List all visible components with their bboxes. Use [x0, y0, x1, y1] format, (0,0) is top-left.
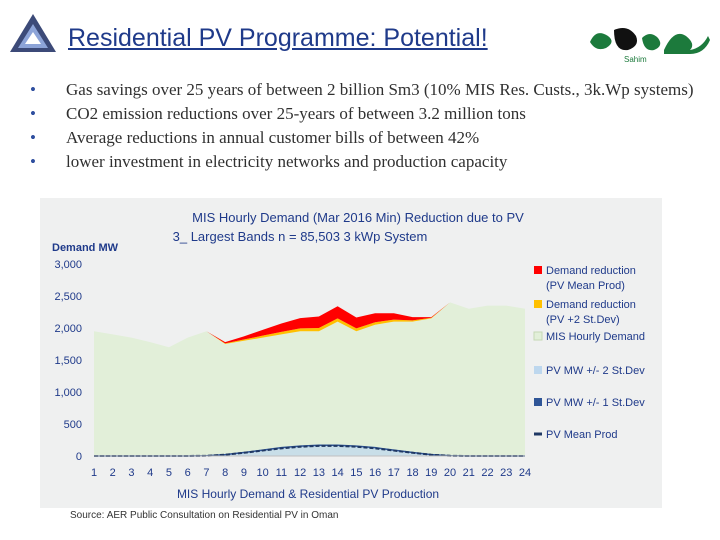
- bullet-text: Average reductions in annual customer bi…: [66, 128, 480, 147]
- legend-label-sub: (PV +2 St.Dev): [546, 314, 620, 326]
- legend-label: Demand reduction: [546, 299, 636, 311]
- demand-chart: MIS Hourly Demand (Mar 2016 Min) Reducti…: [52, 210, 645, 501]
- y-tick-label: 3,000: [54, 259, 82, 271]
- source-note: Source: AER Public Consultation on Resid…: [70, 510, 339, 521]
- bullet-item: • Average reductions in annual customer b…: [30, 126, 710, 150]
- bullet-text: CO2 emission reductions over 25-years of…: [66, 104, 526, 123]
- chart-title: MIS Hourly Demand (Mar 2016 Min) Reducti…: [192, 210, 524, 225]
- x-tick-label: 6: [185, 467, 191, 479]
- x-tick-label: 5: [166, 467, 172, 479]
- x-tick-label: 8: [222, 467, 228, 479]
- legend-swatch: [533, 331, 543, 341]
- bullet-text: lower investment in electricity networks…: [66, 152, 508, 171]
- x-tick-label: 22: [481, 467, 493, 479]
- x-tick-label: 12: [294, 467, 306, 479]
- chart-container: MIS Hourly Demand (Mar 2016 Min) Reducti…: [40, 198, 662, 508]
- chart-subtitle: 3_ Largest Bands n = 85,503 3 kWp System: [173, 229, 428, 244]
- bullet-item: • lower investment in electricity network…: [30, 150, 710, 174]
- x-tick-label: 4: [147, 467, 153, 479]
- x-tick-label: 21: [463, 467, 475, 479]
- x-tick-label: 1: [91, 467, 97, 479]
- x-tick-label: 10: [257, 467, 269, 479]
- x-tick-label: 14: [331, 467, 343, 479]
- x-tick-label: 24: [519, 467, 531, 479]
- y-tick-label: 1,500: [54, 355, 82, 367]
- x-tick-label: 2: [110, 467, 116, 479]
- bullet-icon: •: [30, 128, 36, 147]
- company-logo-icon: [10, 14, 56, 52]
- x-tick-label: 15: [350, 467, 362, 479]
- y-tick-label: 0: [76, 451, 82, 463]
- x-axis-label: MIS Hourly Demand & Residential PV Produ…: [177, 487, 439, 501]
- x-tick-label: 3: [128, 467, 134, 479]
- legend-label: PV Mean Prod: [546, 429, 618, 441]
- legend-label-sub: (PV Mean Prod): [546, 280, 625, 292]
- y-tick-label: 500: [64, 419, 82, 431]
- legend-swatch: [534, 300, 542, 308]
- y-tick-label: 2,000: [54, 323, 82, 335]
- logo-label: Sahim: [624, 55, 647, 64]
- legend-label: PV MW +/- 2 St.Dev: [546, 365, 645, 377]
- bullet-icon: •: [30, 80, 36, 99]
- legend-label: MIS Hourly Demand: [546, 331, 645, 343]
- reduction-mean-area: [94, 302, 525, 348]
- x-tick-label: 16: [369, 467, 381, 479]
- demand-area: [94, 302, 525, 456]
- bullet-item: • Gas savings over 25 years of between 2 …: [30, 78, 710, 102]
- legend-swatch: [534, 266, 542, 274]
- y-tick-label: 1,000: [54, 387, 82, 399]
- bullet-text: Gas savings over 25 years of between 2 b…: [66, 80, 694, 99]
- y-axis-label: Demand MW: [52, 242, 119, 254]
- x-tick-label: 11: [276, 467, 287, 479]
- y-tick-label: 2,500: [54, 291, 82, 303]
- bullet-list: • Gas savings over 25 years of between 2 …: [30, 78, 710, 174]
- legend-label: Demand reduction: [546, 265, 636, 277]
- sahim-logo-icon: Sahim: [590, 28, 710, 64]
- bullet-icon: •: [30, 104, 36, 123]
- bullet-icon: •: [30, 152, 36, 171]
- x-tick-label: 19: [425, 467, 437, 479]
- legend-label: PV MW +/- 1 St.Dev: [546, 397, 645, 409]
- legend-swatch: [534, 398, 542, 406]
- x-tick-label: 17: [388, 467, 400, 479]
- x-tick-label: 7: [203, 467, 209, 479]
- legend-swatch: [534, 366, 542, 374]
- x-tick-label: 9: [241, 467, 247, 479]
- x-tick-label: 23: [500, 467, 512, 479]
- x-tick-label: 20: [444, 467, 456, 479]
- x-tick-label: 18: [406, 467, 418, 479]
- x-tick-label: 13: [313, 467, 325, 479]
- bullet-item: • CO2 emission reductions over 25-years o…: [30, 102, 710, 126]
- page-title: Residential PV Programme: Potential!: [68, 24, 488, 52]
